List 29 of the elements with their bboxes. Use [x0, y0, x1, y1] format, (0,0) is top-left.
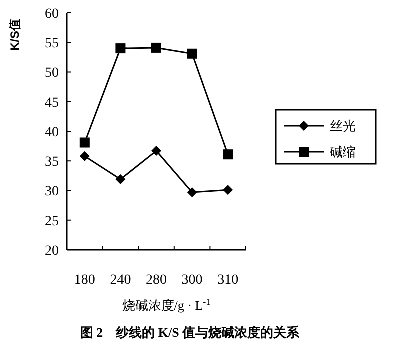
point	[152, 42, 162, 53]
x-tick-label: 280	[146, 273, 167, 288]
y-tick-label: 45	[45, 96, 59, 111]
point	[223, 150, 234, 160]
point	[187, 188, 198, 198]
point	[116, 44, 126, 54]
point	[80, 138, 90, 148]
y-tick-label: 60	[45, 6, 59, 22]
legend-label: 丝光	[330, 118, 356, 134]
text: 图 2 纱线的 K/S 值与烧碱浓度的关系	[80, 325, 301, 340]
point	[116, 174, 126, 184]
y-tick-label: 20	[45, 244, 59, 259]
y-tick-label: 50	[45, 66, 59, 82]
y-tick-label: 30	[45, 184, 59, 200]
y-tick-label: 35	[45, 155, 59, 170]
x-axis-title: 烧碱浓度/g · L$^{-1}$	[122, 297, 211, 313]
point	[80, 151, 90, 162]
point	[152, 146, 162, 156]
x-tick-label: 310	[218, 273, 239, 288]
y-tick-label: 25	[45, 214, 59, 230]
legend-label: 碱缩	[330, 144, 356, 160]
point	[187, 48, 198, 59]
y-tick-label: 55	[45, 36, 59, 52]
y-axis-title: K/S值	[8, 19, 22, 52]
x-tick-label: 180	[74, 273, 96, 288]
point	[223, 185, 234, 196]
y-tick-label: 40	[45, 125, 59, 140]
x-tick-label: 240	[110, 273, 132, 288]
x-tick-label: 300	[182, 273, 203, 288]
